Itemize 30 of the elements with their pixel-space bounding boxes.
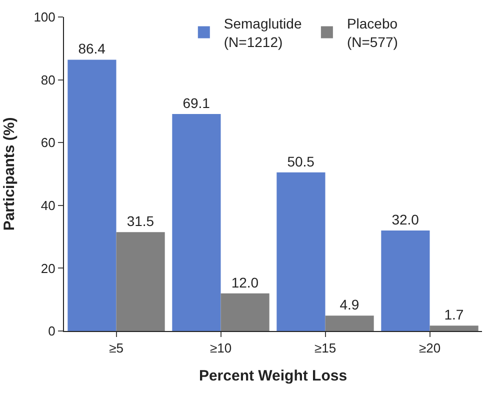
x-tick-label: ≥20 (418, 340, 441, 356)
y-tick-label: 100 (34, 10, 56, 25)
bar (172, 114, 221, 331)
bar (276, 172, 326, 331)
bar (430, 326, 478, 331)
y-tick-label: 40 (40, 198, 56, 213)
data-label: 12.0 (231, 274, 259, 290)
x-tick-label: ≥15 (314, 340, 336, 356)
bar (68, 60, 116, 331)
data-label: 50.5 (287, 153, 315, 170)
data-label: 69.1 (182, 95, 210, 112)
bar (381, 230, 430, 331)
data-label: 4.9 (340, 296, 360, 313)
data-label: 86.4 (78, 40, 106, 57)
x-tick-label: ≥10 (210, 340, 232, 356)
y-tick-label: 0 (48, 324, 56, 339)
data-label: 32.0 (392, 212, 420, 228)
bar (325, 316, 374, 331)
y-axis-title: Participants (%) (0, 117, 18, 231)
y-tick-label: 60 (40, 135, 56, 150)
x-tick-label: ≥5 (109, 340, 124, 356)
data-label: 31.5 (126, 213, 154, 230)
y-tick-label: 20 (40, 260, 56, 276)
bar (220, 293, 270, 331)
data-label: 1.7 (444, 306, 464, 323)
legend-label: Placebo (N=577) (346, 16, 398, 50)
x-axis-title: Percent Weight Loss (198, 368, 348, 385)
legend-label: Semaglutide (N=1212) (224, 16, 302, 50)
y-tick-label: 80 (40, 72, 56, 88)
bar (116, 232, 165, 331)
